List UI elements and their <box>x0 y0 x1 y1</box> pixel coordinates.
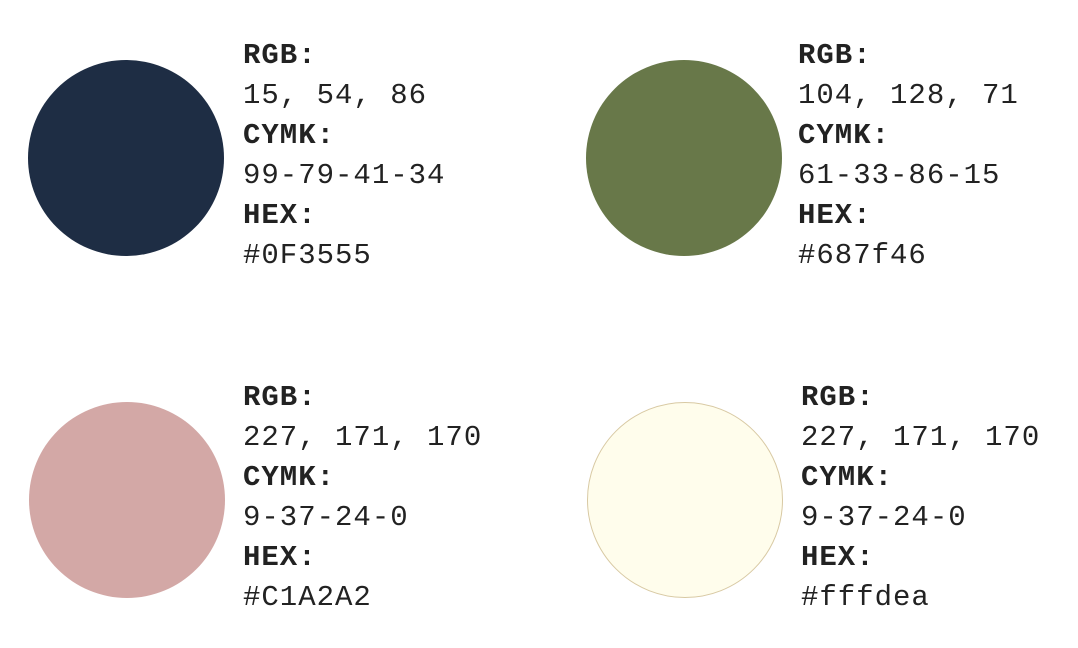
rgb-value: 227, 171, 170 <box>243 421 483 454</box>
color-circle <box>586 60 782 256</box>
cymk-label: CYMK: <box>243 461 336 494</box>
rgb-value: 104, 128, 71 <box>798 79 1019 112</box>
color-info: RGB: 227, 171, 170 CYMK: 9-37-24-0 HEX: … <box>801 378 1078 618</box>
hex-label: HEX: <box>243 541 317 574</box>
cymk-label: CYMK: <box>798 119 891 152</box>
color-circle <box>587 402 783 598</box>
cymk-value: 61-33-86-15 <box>798 159 1001 192</box>
rgb-label: RGB: <box>798 39 872 72</box>
rgb-value: 227, 171, 170 <box>801 421 1041 454</box>
hex-value: #fffdea <box>801 581 930 614</box>
hex-value: #0F3555 <box>243 239 372 272</box>
rgb-label: RGB: <box>801 381 875 414</box>
hex-label: HEX: <box>801 541 875 574</box>
hex-value: #687f46 <box>798 239 927 272</box>
color-info: RGB: 104, 128, 71 CYMK: 61-33-86-15 HEX:… <box>798 36 1078 276</box>
cymk-value: 9-37-24-0 <box>801 501 967 534</box>
rgb-label: RGB: <box>243 39 317 72</box>
cymk-label: CYMK: <box>243 119 336 152</box>
cymk-value: 9-37-24-0 <box>243 501 409 534</box>
rgb-label: RGB: <box>243 381 317 414</box>
color-info: RGB: 227, 171, 170 CYMK: 9-37-24-0 HEX: … <box>243 378 543 618</box>
hex-value: #C1A2A2 <box>243 581 372 614</box>
hex-label: HEX: <box>243 199 317 232</box>
cymk-label: CYMK: <box>801 461 894 494</box>
color-circle <box>29 402 225 598</box>
color-info: RGB: 15, 54, 86 CYMK: 99-79-41-34 HEX: #… <box>243 36 543 276</box>
rgb-value: 15, 54, 86 <box>243 79 428 112</box>
hex-label: HEX: <box>798 199 872 232</box>
cymk-value: 99-79-41-34 <box>243 159 446 192</box>
color-circle <box>28 60 224 256</box>
